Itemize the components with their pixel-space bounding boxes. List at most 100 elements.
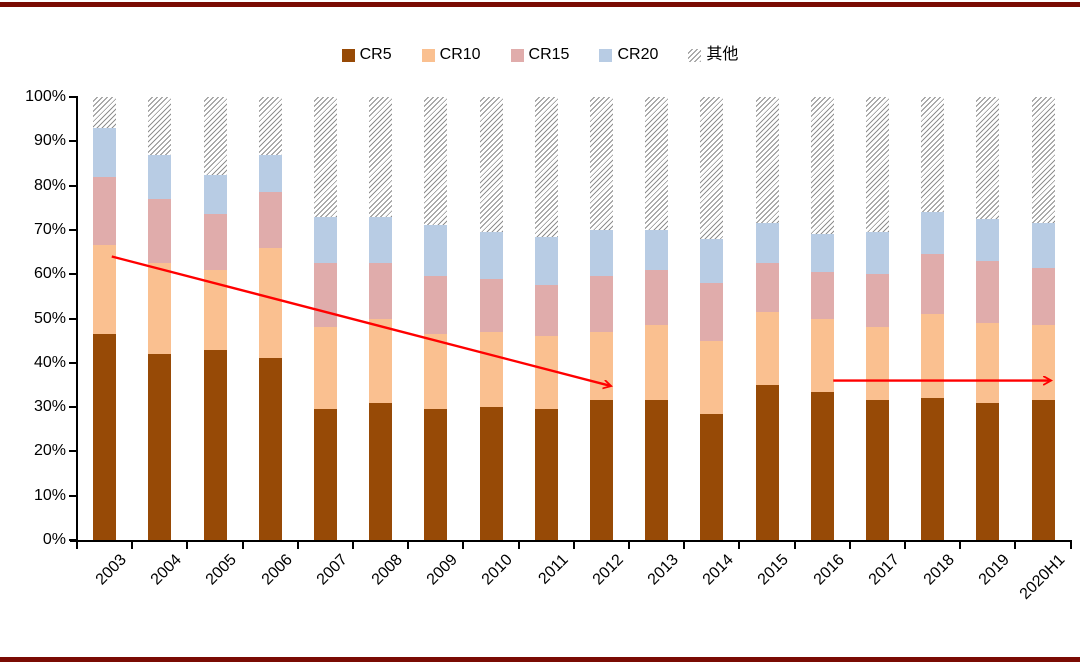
- bar-segment-CR10: [589, 331, 613, 401]
- x-axis-tick: [572, 542, 575, 549]
- y-axis-tick: [69, 406, 76, 409]
- bar-segment-其他: [534, 97, 558, 237]
- bar-2009: [424, 97, 448, 540]
- bar-segment-CR20: [258, 154, 282, 193]
- bar-2004: [148, 97, 172, 540]
- bar-segment-CR5: [810, 391, 834, 540]
- x-axis-label: 2003: [92, 551, 130, 589]
- x-axis-tick: [793, 542, 796, 549]
- bar-2016: [810, 97, 834, 540]
- y-axis-tick: [69, 361, 76, 364]
- bar-segment-CR5: [865, 400, 889, 540]
- y-axis-label: 40%: [33, 353, 66, 371]
- bar-2005: [203, 97, 227, 540]
- bar-2012: [589, 97, 613, 540]
- y-axis-label: 70%: [33, 220, 66, 238]
- bar-segment-其他: [810, 97, 834, 235]
- bar-segment-CR20: [645, 229, 669, 270]
- bar-2010: [479, 97, 503, 540]
- bar-segment-CR20: [479, 232, 503, 279]
- x-axis-label: 2016: [810, 551, 848, 589]
- bar-segment-其他: [589, 97, 613, 230]
- bar-segment-CR15: [313, 263, 337, 328]
- x-axis-label: 2013: [644, 551, 682, 589]
- x-axis-tick: [76, 542, 78, 549]
- y-axis-tick: [69, 494, 76, 497]
- bar-segment-其他: [976, 97, 1000, 219]
- bar-segment-其他: [203, 97, 227, 175]
- bar-segment-CR15: [755, 263, 779, 312]
- bar-segment-CR5: [148, 353, 172, 540]
- bar-segment-CR10: [921, 314, 945, 399]
- x-axis-tick: [738, 542, 741, 549]
- bar-segment-CR15: [534, 285, 558, 337]
- y-axis-tick: [69, 450, 76, 453]
- legend-label: CR15: [528, 46, 570, 63]
- y-axis-label: 10%: [33, 486, 66, 504]
- bar-2008: [369, 97, 393, 540]
- bar-segment-CR15: [93, 176, 117, 246]
- bar-segment-CR15: [148, 198, 172, 264]
- y-axis-tick: [69, 273, 76, 276]
- y-axis-tick: [69, 317, 76, 320]
- bar-segment-CR10: [645, 325, 669, 401]
- x-axis-tick: [1069, 542, 1072, 549]
- top-border-rule: [0, 2, 1080, 7]
- legend-item-CR15: CR15: [510, 46, 570, 63]
- bar-segment-CR10: [369, 318, 393, 403]
- x-axis-tick: [683, 542, 686, 549]
- bar-segment-CR15: [479, 278, 503, 332]
- bar-segment-CR20: [534, 236, 558, 286]
- y-axis-label: 0%: [42, 531, 66, 548]
- bar-segment-CR20: [700, 238, 724, 284]
- bar-segment-CR5: [313, 409, 337, 540]
- bar-2007: [313, 97, 337, 540]
- bar-segment-CR20: [313, 216, 337, 264]
- x-axis-label: 2007: [313, 551, 351, 589]
- bar-segment-CR5: [1031, 400, 1055, 540]
- bar-segment-CR20: [1031, 223, 1055, 268]
- bar-segment-CR5: [93, 334, 117, 540]
- bar-2011: [534, 97, 558, 540]
- bar-segment-CR10: [424, 334, 448, 410]
- bar-segment-CR15: [258, 192, 282, 248]
- bar-segment-CR5: [369, 402, 393, 540]
- x-axis-label: 2009: [423, 551, 462, 589]
- square-swatch: [421, 48, 435, 62]
- bar-segment-CR20: [148, 154, 172, 199]
- bar-2019: [976, 97, 1000, 540]
- bar-segment-CR10: [810, 318, 834, 392]
- y-axis-label: 80%: [33, 176, 66, 194]
- bar-segment-CR20: [810, 234, 834, 272]
- y-axis-tick: [69, 228, 76, 231]
- bar-2020H1: [1031, 97, 1055, 540]
- bar-2015: [755, 97, 779, 540]
- legend-label: CR10: [439, 46, 481, 63]
- bar-segment-CR5: [424, 409, 448, 540]
- bar-segment-其他: [93, 97, 117, 129]
- bar-segment-CR20: [424, 225, 448, 277]
- legend-item-CR5: CR5: [341, 46, 392, 63]
- y-axis-tick: [69, 140, 76, 143]
- x-axis-label: 2017: [865, 551, 903, 589]
- bar-segment-其他: [258, 97, 282, 155]
- bar-segment-CR15: [921, 254, 945, 315]
- y-axis-label: 30%: [33, 398, 66, 416]
- bar-segment-CR20: [976, 218, 1000, 261]
- x-axis-tick: [131, 542, 134, 549]
- x-axis-tick: [241, 542, 244, 549]
- bar-segment-CR5: [921, 398, 945, 540]
- x-axis-label: 2004: [147, 551, 186, 589]
- x-axis-tick: [904, 542, 906, 549]
- x-axis-label: 2011: [535, 551, 572, 588]
- bar-segment-CR15: [700, 283, 724, 341]
- bar-segment-CR10: [148, 263, 172, 354]
- bar-segment-CR5: [976, 402, 1000, 540]
- bar-segment-CR10: [203, 269, 227, 350]
- legend-label: CR5: [359, 46, 392, 63]
- y-axis-tick: [69, 184, 76, 187]
- square-swatch: [599, 48, 613, 62]
- y-axis-label: 100%: [25, 88, 66, 105]
- bar-segment-其他: [865, 97, 889, 233]
- bar-segment-CR5: [534, 409, 558, 540]
